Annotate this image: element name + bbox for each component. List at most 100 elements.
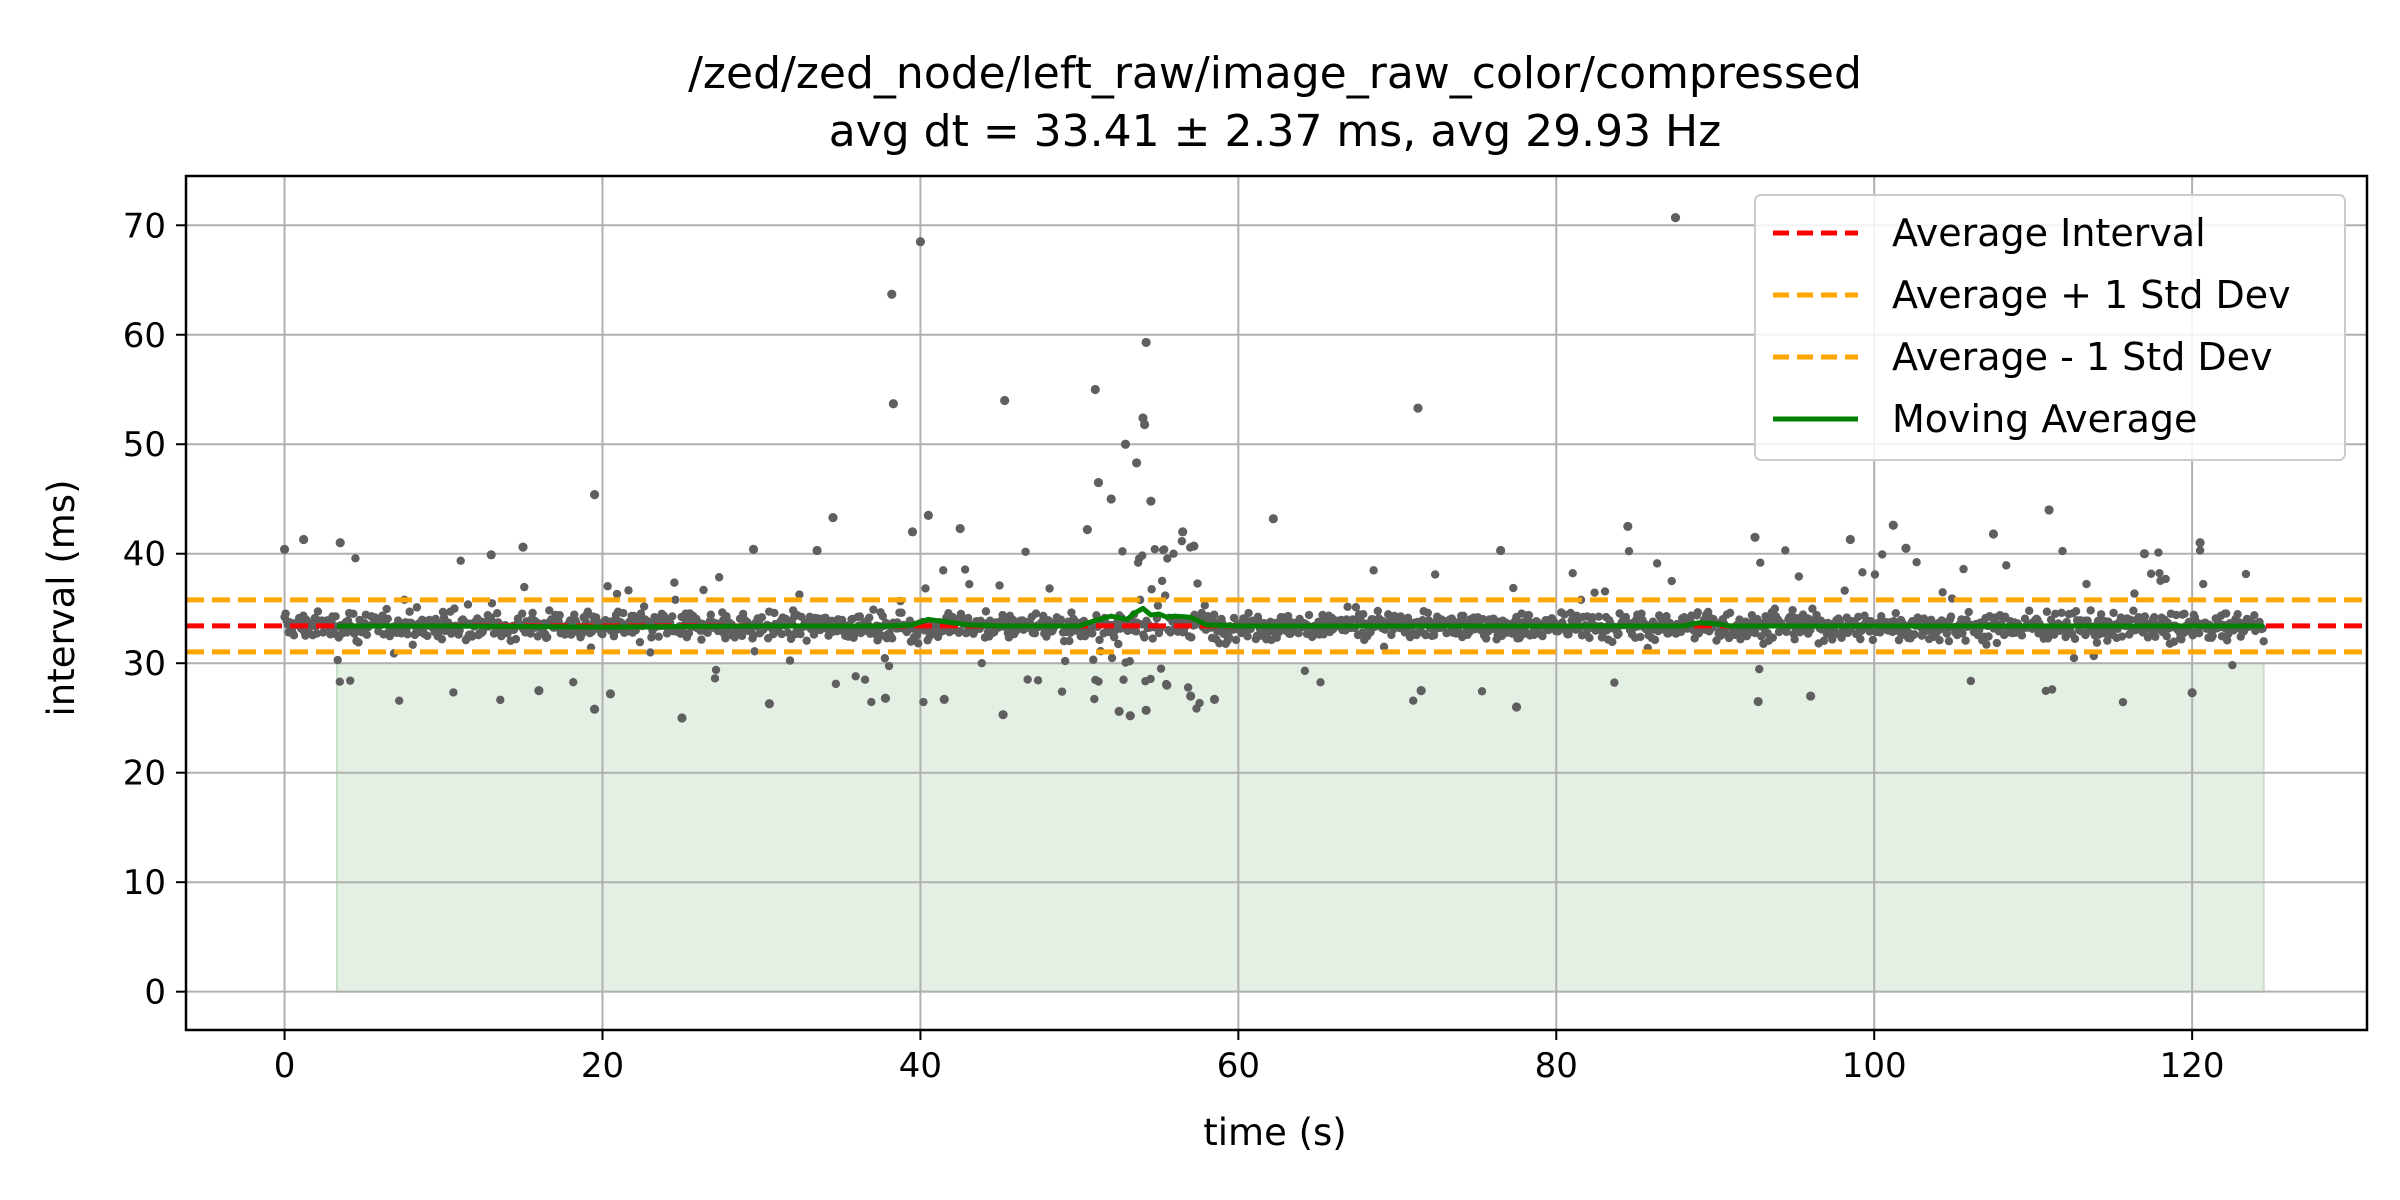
- data-point: [1608, 637, 1617, 647]
- data-point: [1209, 610, 1219, 619]
- data-point: [1961, 636, 1970, 645]
- data-point: [2171, 610, 2181, 620]
- data-point: [362, 630, 372, 639]
- data-point: [589, 490, 600, 500]
- data-point: [1243, 632, 1252, 641]
- data-point: [1676, 627, 1686, 637]
- data-point: [757, 613, 767, 622]
- data-point: [1511, 702, 1522, 712]
- data-point: [1316, 678, 1325, 687]
- data-point: [1421, 630, 1430, 640]
- data-point: [496, 695, 505, 705]
- data-point: [351, 554, 360, 563]
- data-point: [867, 697, 876, 707]
- data-point: [2130, 589, 2139, 598]
- data-point: [1610, 678, 1619, 687]
- data-point: [2051, 609, 2060, 619]
- data-point: [1623, 521, 1633, 531]
- data-point: [2241, 569, 2251, 579]
- data-point: [1736, 635, 1745, 644]
- data-point: [1524, 611, 1534, 620]
- data-point: [1200, 601, 1210, 610]
- data-point: [1033, 676, 1043, 685]
- data-point: [1875, 628, 1885, 637]
- data-point: [888, 399, 898, 409]
- data-point: [1662, 612, 1671, 621]
- data-point: [1153, 601, 1163, 610]
- x-tick-label: 60: [1217, 1046, 1260, 1086]
- data-point: [1031, 609, 1041, 618]
- data-point: [1757, 632, 1766, 641]
- data-point: [1186, 691, 1196, 701]
- chart-title: /zed/zed_node/left_raw/image_raw_color/c…: [688, 48, 1862, 99]
- data-point: [706, 610, 716, 619]
- plot-frame: [184, 174, 2369, 1032]
- data-point: [1409, 696, 1418, 705]
- data-point: [2041, 686, 2051, 696]
- data-point: [1790, 635, 1799, 644]
- data-point: [1982, 640, 1991, 649]
- data-point: [1000, 395, 1010, 406]
- data-point: [2180, 609, 2189, 618]
- data-point: [1283, 611, 1293, 621]
- data-point: [710, 674, 720, 683]
- data-point: [796, 629, 805, 639]
- data-point: [785, 656, 795, 665]
- data-point: [1030, 629, 1040, 638]
- data-point: [828, 513, 838, 523]
- data-point: [880, 654, 890, 663]
- moving-average-line: [337, 605, 2264, 630]
- data-point: [1379, 642, 1389, 651]
- data-point: [907, 527, 918, 537]
- data-point: [2024, 606, 2034, 615]
- data-point: [1894, 635, 1904, 645]
- data-point: [1021, 547, 1030, 556]
- data-point: [1023, 675, 1032, 684]
- data-point: [1992, 638, 2002, 648]
- y-tick-label: 50: [123, 425, 166, 465]
- data-point: [1413, 403, 1423, 413]
- data-point: [1268, 514, 1278, 524]
- data-point: [1781, 546, 1790, 555]
- data-point: [1132, 458, 1142, 468]
- data-point: [1496, 545, 1506, 556]
- x-axis-label: time (s): [1203, 1111, 1347, 1154]
- legend: Average Interval Average + 1 Std Dev Avera…: [1754, 194, 2346, 461]
- data-point: [1768, 633, 1778, 642]
- data-point: [1162, 680, 1172, 690]
- data-point: [1093, 477, 1104, 488]
- data-point: [517, 609, 527, 618]
- data-point: [526, 629, 535, 638]
- data-point: [1351, 603, 1361, 612]
- data-point: [1125, 711, 1135, 721]
- data-point: [467, 632, 477, 641]
- data-point: [636, 609, 646, 618]
- data-point: [1753, 696, 1763, 707]
- data-point: [1140, 633, 1149, 642]
- x-axis-ticks: 0 20 40 60 80 100 120: [274, 1030, 2225, 1086]
- data-point: [1938, 588, 1947, 597]
- x-tick-label: 40: [899, 1046, 942, 1086]
- data-point: [486, 550, 496, 560]
- data-point: [639, 602, 649, 611]
- data-point: [591, 613, 601, 622]
- data-point: [520, 582, 529, 592]
- x-tick-label: 100: [1842, 1046, 1907, 1086]
- data-point: [2109, 608, 2118, 618]
- data-point: [714, 573, 724, 582]
- data-point: [2161, 574, 2170, 584]
- data-point: [403, 630, 412, 639]
- data-point: [333, 655, 342, 665]
- data-point: [312, 629, 322, 638]
- data-point: [1147, 585, 1156, 594]
- data-point: [1964, 607, 1973, 617]
- data-point: [405, 607, 414, 616]
- data-point: [2222, 636, 2232, 645]
- data-point: [2047, 685, 2057, 694]
- data-point: [764, 699, 775, 709]
- data-point: [921, 584, 930, 593]
- data-point: [511, 634, 521, 644]
- data-point: [1794, 572, 1804, 581]
- data-point: [777, 629, 786, 639]
- data-point: [812, 545, 822, 556]
